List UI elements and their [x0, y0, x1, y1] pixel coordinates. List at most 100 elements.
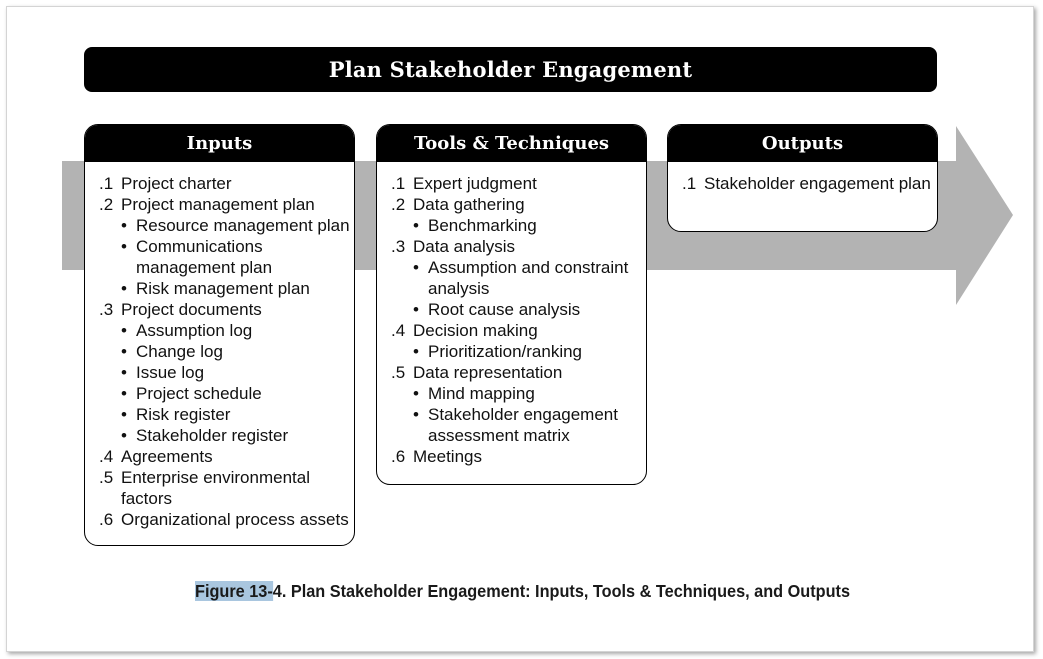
- sub-item: • Benchmarking: [413, 215, 646, 236]
- sub-item-label: Risk management plan: [136, 279, 310, 298]
- sub-item: • Communications management plan: [121, 236, 354, 278]
- sub-item: • Stakeholder register: [121, 425, 354, 446]
- bullet-icon: •: [413, 342, 419, 361]
- sub-item: • Stakeholder engagement assessment matri…: [413, 404, 646, 446]
- inputs-item: .2 Project management plan • Resource manag…: [85, 194, 354, 299]
- tools-list: .1 Expert judgment .2 Data gathering • Benchm…: [377, 162, 646, 467]
- item-number: .6: [99, 510, 114, 529]
- bullet-icon: •: [121, 405, 127, 424]
- inputs-item: .6 Organizational process assets: [85, 509, 354, 530]
- outputs-panel: Outputs .1 Stakeholder engagement plan: [667, 124, 938, 232]
- item-number: .6: [391, 447, 406, 466]
- sub-item-label: Benchmarking: [428, 216, 537, 235]
- bullet-icon: •: [121, 216, 127, 235]
- figure-caption: Figure 13-4. Plan Stakeholder Engagement…: [195, 581, 850, 602]
- item-label: Project documents: [121, 300, 262, 319]
- item-label: Agreements: [121, 447, 213, 466]
- sub-list: • Prioritization/ranking: [413, 341, 646, 362]
- item-number: .1: [99, 174, 114, 193]
- sub-item: • Risk management plan: [121, 278, 354, 299]
- bullet-icon: •: [413, 258, 419, 277]
- sub-item-label: Issue log: [136, 363, 205, 382]
- item-label: Meetings: [413, 447, 482, 466]
- sub-item: • Resource management plan: [121, 215, 354, 236]
- sub-item-label: Communications management plan: [136, 237, 273, 277]
- tools-item: .5 Data representation • Mind mapping • Stake…: [377, 362, 646, 446]
- bullet-icon: •: [413, 405, 419, 424]
- inputs-item: .4 Agreements: [85, 446, 354, 467]
- tools-panel: Tools & Techniques .1 Expert judgment .2 Da…: [376, 124, 647, 485]
- sub-item: • Assumption log: [121, 320, 354, 341]
- inputs-panel: Inputs .1 Project charter .2 Project manage…: [84, 124, 355, 546]
- item-label: Data gathering: [413, 195, 525, 214]
- item-label: Decision making: [413, 321, 538, 340]
- sub-item: • Mind mapping: [413, 383, 646, 404]
- item-label: Expert judgment: [413, 174, 537, 193]
- item-number: .5: [391, 363, 406, 382]
- item-label: Data analysis: [413, 237, 516, 256]
- sub-item-label: Assumption and constraint analysis: [428, 258, 629, 298]
- item-number: .1: [391, 174, 406, 193]
- sub-item: • Root cause analysis: [413, 299, 646, 320]
- item-label: Enterprise environmental factors: [121, 468, 310, 508]
- sub-list: • Benchmarking: [413, 215, 646, 236]
- item-number: .5: [99, 468, 114, 487]
- sub-item-label: Change log: [136, 342, 223, 361]
- item-number: .3: [391, 237, 406, 256]
- outputs-item: .1 Stakeholder engagement plan: [668, 173, 937, 194]
- sub-item: • Project schedule: [121, 383, 354, 404]
- bullet-icon: •: [121, 342, 127, 361]
- sub-item: • Change log: [121, 341, 354, 362]
- item-number: .2: [391, 195, 406, 214]
- item-label: Organizational process assets: [121, 510, 349, 529]
- tools-item: .1 Expert judgment: [377, 173, 646, 194]
- inputs-item: .5 Enterprise environmental factors: [85, 467, 354, 509]
- item-number: .4: [99, 447, 114, 466]
- item-label: Stakeholder engagement plan: [704, 174, 931, 193]
- item-label: Project charter: [121, 174, 232, 193]
- tools-item: .2 Data gathering • Benchmarking: [377, 194, 646, 236]
- outputs-list: .1 Stakeholder engagement plan: [668, 162, 937, 194]
- inputs-header: Inputs: [85, 125, 354, 162]
- caption-text: 4. Plan Stakeholder Engagement: Inputs, …: [272, 581, 851, 601]
- item-number: .1: [682, 174, 697, 193]
- caption-highlight: Figure 13-: [195, 581, 273, 601]
- sub-item-label: Assumption log: [136, 321, 253, 340]
- item-number: .4: [391, 321, 406, 340]
- process-title: Plan Stakeholder Engagement: [84, 47, 937, 92]
- sub-item: • Issue log: [121, 362, 354, 383]
- sub-item-label: Stakeholder register: [136, 426, 289, 445]
- outputs-header: Outputs: [668, 125, 937, 162]
- inputs-item: .1 Project charter: [85, 173, 354, 194]
- item-label: Data representation: [413, 363, 563, 382]
- sub-item-label: Risk register: [136, 405, 231, 424]
- tools-item: .4 Decision making • Prioritization/ranking: [377, 320, 646, 362]
- sub-list: • Resource management plan • Communications…: [121, 215, 354, 299]
- sub-list: • Assumption log • Change log • Issue log • Pro…: [121, 320, 354, 446]
- sub-item-label: Root cause analysis: [428, 300, 581, 319]
- sub-list: • Assumption and constraint analysis • Root…: [413, 257, 646, 320]
- item-number: .3: [99, 300, 114, 319]
- bullet-icon: •: [121, 279, 127, 298]
- sub-item-label: Project schedule: [136, 384, 262, 403]
- sub-item: • Prioritization/ranking: [413, 341, 646, 362]
- bullet-icon: •: [121, 321, 127, 340]
- inputs-item: .3 Project documents • Assumption log • Chang…: [85, 299, 354, 446]
- inputs-list: .1 Project charter .2 Project management pl…: [85, 162, 354, 530]
- sub-list: • Mind mapping • Stakeholder engagement ass…: [413, 383, 646, 446]
- tools-item: .6 Meetings: [377, 446, 646, 467]
- sub-item: • Risk register: [121, 404, 354, 425]
- bullet-icon: •: [121, 237, 127, 256]
- bullet-icon: •: [121, 363, 127, 382]
- sub-item: • Assumption and constraint analysis: [413, 257, 646, 299]
- bullet-icon: •: [121, 426, 127, 445]
- bullet-icon: •: [413, 384, 419, 403]
- bullet-icon: •: [121, 384, 127, 403]
- sub-item-label: Resource management plan: [136, 216, 350, 235]
- sub-item-label: Stakeholder engagement assessment matrix: [428, 405, 618, 445]
- bullet-icon: •: [413, 216, 419, 235]
- sub-item-label: Mind mapping: [428, 384, 535, 403]
- bullet-icon: •: [413, 300, 419, 319]
- item-number: .2: [99, 195, 114, 214]
- tools-header: Tools & Techniques: [377, 125, 646, 162]
